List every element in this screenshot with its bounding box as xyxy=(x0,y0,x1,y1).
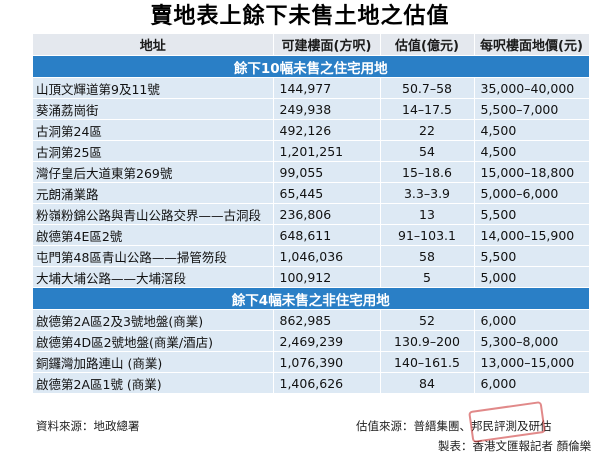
cell-floor-area: 648,611 xyxy=(273,224,381,246)
table-row: 灣仔皇后大道東第269號 99,055 15–18.6 15,000–18,800 xyxy=(33,161,590,183)
cell-address: 屯門第48區青山公路——掃管笏段 xyxy=(33,245,274,267)
table-row: 大埔大埔公路——大埔滘段 100,912 5 5,000 xyxy=(33,266,590,288)
section-header: 餘下4幅未售之非住宅用地 xyxy=(33,287,590,310)
cell-floor-area: 862,985 xyxy=(273,309,381,331)
cell-price-per-sqft: 14,000–15,900 xyxy=(474,224,590,246)
cell-floor-area: 1,406,626 xyxy=(273,372,381,394)
cell-address: 啟德第4E區2號 xyxy=(33,224,274,246)
cell-floor-area: 99,055 xyxy=(273,161,381,183)
table-row: 古洞第24區 492,126 22 4,500 xyxy=(33,119,590,141)
cell-valuation: 140–161.5 xyxy=(380,351,475,373)
cell-price-per-sqft: 6,000 xyxy=(474,372,590,394)
cell-floor-area: 1,201,251 xyxy=(273,140,381,162)
section-label: 餘下10幅未售之住宅用地 xyxy=(33,55,590,78)
cell-price-per-sqft: 5,000–6,000 xyxy=(474,182,590,204)
cell-price-per-sqft: 5,000 xyxy=(474,266,590,288)
cell-address: 葵涌荔崗街 xyxy=(33,98,274,120)
cell-price-per-sqft: 5,500 xyxy=(474,245,590,267)
table-row: 銅鑼灣加路連山 (商業) 1,076,390 140–161.5 13,000–15,… xyxy=(33,351,590,373)
cell-address: 啟德第2A區1號 (商業) xyxy=(33,372,274,394)
cell-valuation: 52 xyxy=(380,309,475,331)
table-row: 古洞第25區 1,201,251 54 4,500 xyxy=(33,140,590,162)
header-valuation: 估值(億元) xyxy=(380,34,475,56)
section-label: 餘下4幅未售之非住宅用地 xyxy=(33,287,590,310)
header-floor-area: 可建樓面(方呎) xyxy=(273,34,381,56)
table-row: 粉嶺粉錦公路與青山公路交界——古洞段 236,806 13 5,500 xyxy=(33,203,590,225)
cell-address: 古洞第24區 xyxy=(33,119,274,141)
cell-floor-area: 1,076,390 xyxy=(273,351,381,373)
cell-address: 灣仔皇后大道東第269號 xyxy=(33,161,274,183)
cell-address: 銅鑼灣加路連山 (商業) xyxy=(33,351,274,373)
cell-valuation: 15–18.6 xyxy=(380,161,475,183)
credit: 製表：香港文匯報記者 顏倫樂 xyxy=(438,439,592,453)
watermark-stamp xyxy=(468,401,546,443)
cell-price-per-sqft: 4,500 xyxy=(474,140,590,162)
cell-price-per-sqft: 6,000 xyxy=(474,309,590,331)
cell-valuation: 91–103.1 xyxy=(380,224,475,246)
cell-floor-area: 249,938 xyxy=(273,98,381,120)
cell-floor-area: 236,806 xyxy=(273,203,381,225)
cell-price-per-sqft: 13,000–15,000 xyxy=(474,351,590,373)
cell-valuation: 13 xyxy=(380,203,475,225)
cell-valuation: 58 xyxy=(380,245,475,267)
table-row: 啟德第2A區2及3號地盤(商業) 862,985 52 6,000 xyxy=(33,309,590,331)
cell-floor-area: 1,046,036 xyxy=(273,245,381,267)
table-row: 葵涌荔崗街 249,938 14–17.5 5,500–7,000 xyxy=(33,98,590,120)
table-row: 屯門第48區青山公路——掃管笏段 1,046,036 58 5,500 xyxy=(33,245,590,267)
cell-valuation: 3.3–3.9 xyxy=(380,182,475,204)
cell-valuation: 5 xyxy=(380,266,475,288)
land-valuation-table: 地址 可建樓面(方呎) 估值(億元) 每呎樓面地價(元) 餘下10幅未售之住宅用… xyxy=(33,34,590,394)
source-left: 資料來源：地政總署 xyxy=(36,419,140,433)
cell-floor-area: 144,977 xyxy=(273,77,381,99)
cell-floor-area: 65,445 xyxy=(273,182,381,204)
header-row: 地址 可建樓面(方呎) 估值(億元) 每呎樓面地價(元) xyxy=(33,34,590,56)
header-address: 地址 xyxy=(33,34,274,56)
table-row: 山頂文輝道第9及11號 144,977 50.7–58 35,000–40,000 xyxy=(33,77,590,99)
table-row: 啟德第4D區2號地盤(商業/酒店) 2,469,239 130.9–200 5,300… xyxy=(33,330,590,352)
cell-floor-area: 100,912 xyxy=(273,266,381,288)
cell-valuation: 22 xyxy=(380,119,475,141)
section-header: 餘下10幅未售之住宅用地 xyxy=(33,55,590,78)
cell-price-per-sqft: 5,500 xyxy=(474,203,590,225)
cell-floor-area: 2,469,239 xyxy=(273,330,381,352)
cell-address: 大埔大埔公路——大埔滘段 xyxy=(33,266,274,288)
cell-address: 啟德第4D區2號地盤(商業/酒店) xyxy=(33,330,274,352)
cell-address: 古洞第25區 xyxy=(33,140,274,162)
cell-valuation: 14–17.5 xyxy=(380,98,475,120)
source-right: 估值來源：普縉集團、邦民評測及研估 xyxy=(356,419,552,433)
cell-address: 元朗涌業路 xyxy=(33,182,274,204)
cell-address: 山頂文輝道第9及11號 xyxy=(33,77,274,99)
cell-floor-area: 492,126 xyxy=(273,119,381,141)
cell-price-per-sqft: 15,000–18,800 xyxy=(474,161,590,183)
cell-price-per-sqft: 4,500 xyxy=(474,119,590,141)
cell-valuation: 54 xyxy=(380,140,475,162)
cell-valuation: 50.7–58 xyxy=(380,77,475,99)
table-row: 元朗涌業路 65,445 3.3–3.9 5,000–6,000 xyxy=(33,182,590,204)
cell-price-per-sqft: 35,000–40,000 xyxy=(474,77,590,99)
cell-valuation: 84 xyxy=(380,372,475,394)
cell-price-per-sqft: 5,500–7,000 xyxy=(474,98,590,120)
table-row: 啟德第2A區1號 (商業) 1,406,626 84 6,000 xyxy=(33,372,590,394)
table-title: 賣地表上餘下未售土地之估值 xyxy=(150,3,450,29)
cell-valuation: 130.9–200 xyxy=(380,330,475,352)
table-row: 啟德第4E區2號 648,611 91–103.1 14,000–15,900 xyxy=(33,224,590,246)
cell-address: 啟德第2A區2及3號地盤(商業) xyxy=(33,309,274,331)
header-price-per-sqft: 每呎樓面地價(元) xyxy=(474,34,590,56)
cell-address: 粉嶺粉錦公路與青山公路交界——古洞段 xyxy=(33,203,274,225)
cell-price-per-sqft: 5,300–8,000 xyxy=(474,330,590,352)
